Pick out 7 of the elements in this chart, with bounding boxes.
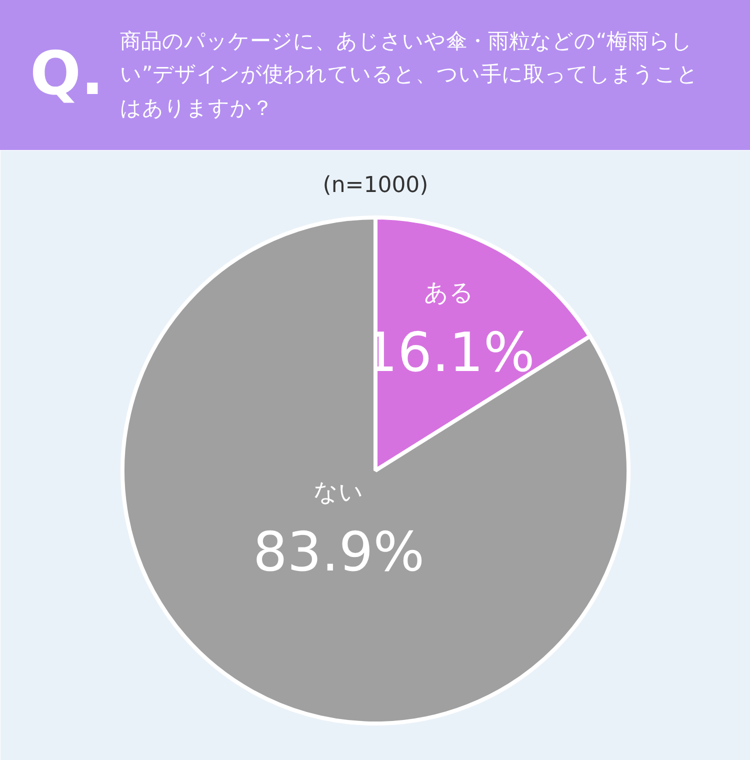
slice-label: ある: [424, 278, 474, 307]
chart-title: 商品のパッケージに、あじさいや傘・雨粒などの“梅雨らしい”デザインが使われていると、つい手に取ってしまうことはありますか？: [120, 28, 700, 122]
chart-subtitle: (n=1000): [322, 173, 428, 198]
data-label: 16.1%: [363, 321, 535, 384]
text: Q.: [30, 38, 104, 112]
data-label: 83.9%: [252, 520, 424, 584]
slice-label: ない: [314, 478, 364, 506]
